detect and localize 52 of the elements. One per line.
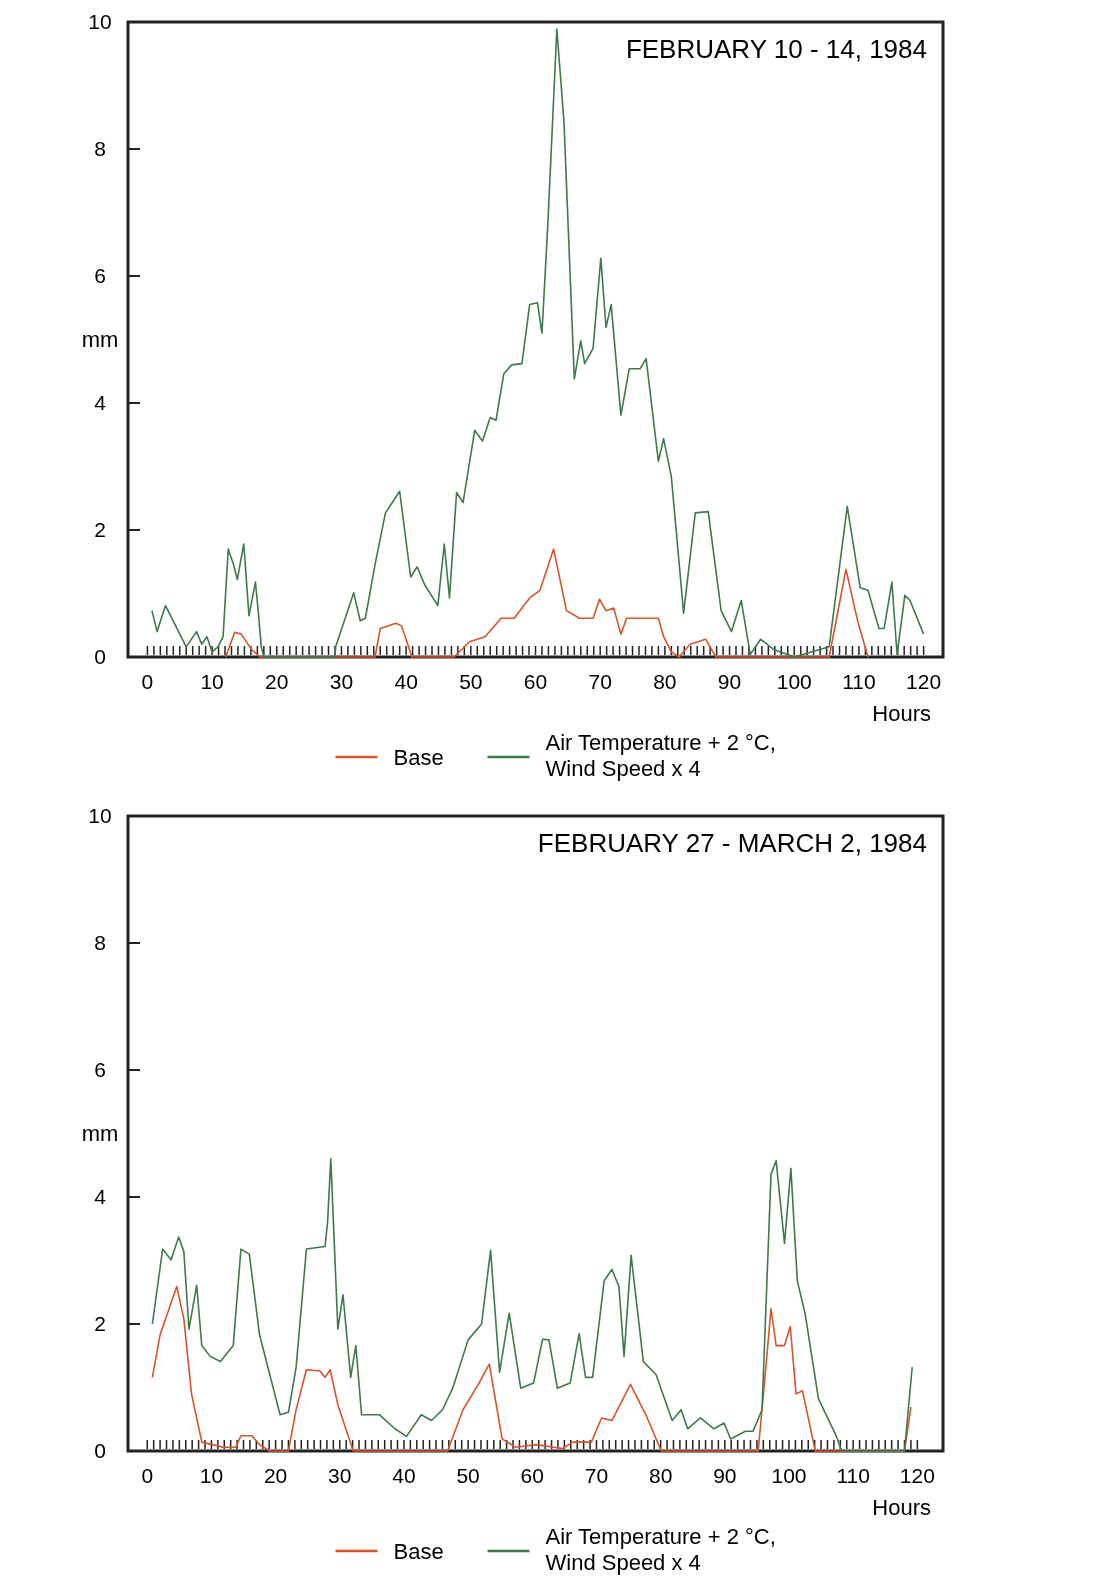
x-tick-label: 30 (328, 1464, 352, 1487)
x-tick-label: 0 (141, 1464, 154, 1487)
x-tick-label: 90 (713, 1464, 737, 1487)
x-tick-label: 40 (392, 1464, 416, 1487)
x-tick-label: 120 (899, 1464, 935, 1487)
text: FEBRUARY 10 - 14, 1984 (625, 34, 927, 64)
y-tick-label: 2 (94, 518, 106, 542)
y-axis-title: mm (81, 327, 119, 353)
x-tick-label: 50 (456, 1464, 480, 1487)
x-tick-label: 120 (906, 670, 942, 693)
x-tick-label: 80 (653, 670, 677, 693)
y-tick-label: 0 (94, 645, 106, 669)
y-tick-label: 10 (88, 10, 112, 34)
x-tick-label: 80 (648, 1464, 673, 1487)
x-tick-label: 60 (520, 1464, 544, 1487)
x-tick-label: 100 (771, 1464, 807, 1487)
x-tick-label: 10 (200, 670, 224, 693)
x-tick-label: 110 (836, 1464, 870, 1487)
x-tick-label: 110 (842, 670, 876, 693)
y-tick-label: 8 (94, 931, 106, 955)
x-tick-label: 70 (584, 1464, 609, 1487)
y-tick-label: 8 (94, 137, 106, 161)
x-tick-label: 50 (459, 670, 483, 693)
x-axis-title: Hours (872, 701, 931, 726)
legend-label: Base (393, 744, 444, 770)
y-tick-label: 2 (94, 1312, 106, 1336)
x-tick-label: 40 (394, 670, 418, 693)
x-tick-label: 90 (717, 670, 742, 693)
legend-label: Air Temperature + 2 °C, Wind Speed x 4 (545, 730, 776, 781)
y-tick-label: 4 (94, 1185, 107, 1209)
line-series (151, 1158, 913, 1452)
x-tick-label: 100 (776, 670, 812, 693)
line-series (151, 1285, 912, 1452)
y-tick-label: 6 (94, 1058, 106, 1082)
line-series (151, 28, 925, 658)
y-axis-title: mm (81, 1121, 119, 1147)
line-series (224, 548, 869, 658)
legend-label: Air Temperature + 2 °C, Wind Speed x 4 (545, 1524, 776, 1575)
x-tick-label: 70 (588, 670, 612, 693)
x-tick-label: 10 (199, 1464, 224, 1487)
legend-label: Base (393, 1538, 444, 1564)
text: FEBRUARY 27 - MARCH 2, 1984 (537, 828, 927, 858)
y-tick-label: 0 (94, 1439, 106, 1463)
y-tick-label: 10 (88, 804, 112, 828)
x-tick-label: 60 (523, 670, 548, 693)
x-tick-label: 20 (263, 1464, 288, 1487)
y-tick-label: 4 (94, 391, 107, 415)
x-tick-label: 30 (329, 670, 354, 693)
x-tick-label: 20 (265, 670, 289, 693)
x-tick-label: 0 (141, 670, 154, 693)
x-axis-title: Hours (872, 1495, 931, 1520)
y-tick-label: 6 (94, 264, 106, 288)
